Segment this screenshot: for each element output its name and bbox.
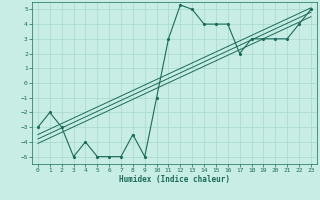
- X-axis label: Humidex (Indice chaleur): Humidex (Indice chaleur): [119, 175, 230, 184]
